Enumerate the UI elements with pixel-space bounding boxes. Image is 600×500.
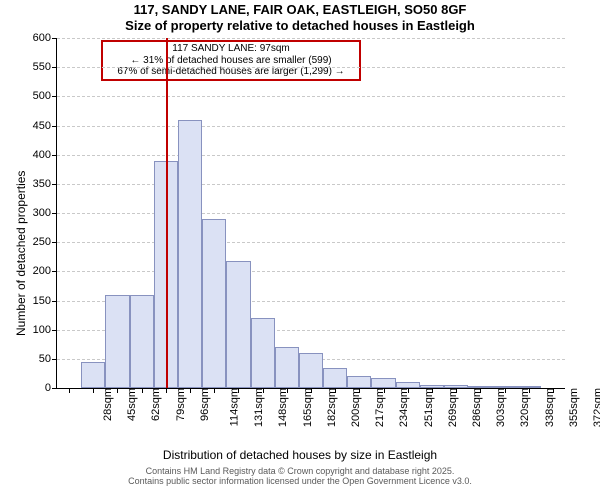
x-tick-mark	[117, 388, 118, 393]
gridline	[57, 271, 565, 272]
x-tick-mark	[311, 388, 312, 393]
x-tick-mark	[263, 388, 264, 393]
chart-area: Number of detached properties 117 SANDY …	[0, 38, 600, 396]
x-tick-label: 79sqm	[173, 388, 187, 421]
gridline	[57, 213, 565, 214]
x-axis-label: Distribution of detached houses by size …	[0, 448, 600, 462]
x-tick-label: 234sqm	[397, 388, 411, 427]
y-tick-label: 500	[33, 90, 57, 102]
y-axis-label: Number of detached properties	[14, 170, 28, 335]
histogram-bar	[226, 261, 250, 388]
gridline	[57, 242, 565, 243]
footer-line: Contains public sector information licen…	[0, 476, 600, 486]
title-line-1: 117, SANDY LANE, FAIR OAK, EASTLEIGH, SO…	[0, 2, 600, 18]
x-tick-mark	[166, 388, 167, 393]
y-tick-label: 450	[33, 120, 57, 132]
x-tick-label: 355sqm	[566, 388, 580, 427]
histogram-bar	[275, 347, 299, 388]
title-line-2: Size of property relative to detached ho…	[0, 18, 600, 34]
y-tick-label: 400	[33, 149, 57, 161]
x-tick-label: 320sqm	[517, 388, 531, 427]
x-tick-label: 62sqm	[149, 388, 163, 421]
y-tick-label: 600	[33, 32, 57, 44]
x-tick-label: 131sqm	[251, 388, 265, 427]
x-tick-mark	[359, 388, 360, 393]
histogram-bar	[105, 295, 129, 388]
x-tick-label: 28sqm	[100, 388, 114, 421]
footer-attribution: Contains HM Land Registry data © Crown c…	[0, 466, 600, 487]
histogram-bar	[323, 368, 347, 388]
histogram-bar	[299, 353, 323, 388]
x-tick-label: 217sqm	[372, 388, 386, 427]
x-tick-label: 148sqm	[276, 388, 290, 427]
x-tick-mark	[190, 388, 191, 393]
histogram-bar	[178, 120, 202, 388]
y-tick-label: 550	[33, 61, 57, 73]
x-tick-label: 286sqm	[469, 388, 483, 427]
x-tick-mark	[93, 388, 94, 393]
y-tick-label: 50	[39, 353, 57, 365]
x-tick-label: 45sqm	[124, 388, 138, 421]
y-tick-label: 350	[33, 178, 57, 190]
x-tick-mark	[335, 388, 336, 393]
x-tick-mark	[384, 388, 385, 393]
plot-area: 117 SANDY LANE: 97sqm← 31% of detached h…	[56, 38, 565, 389]
y-tick-label: 200	[33, 265, 57, 277]
x-tick-mark	[287, 388, 288, 393]
histogram-bar	[81, 362, 105, 388]
x-tick-mark	[480, 388, 481, 393]
x-tick-label: 96sqm	[197, 388, 211, 421]
x-tick-label: 269sqm	[445, 388, 459, 427]
histogram-bar	[251, 318, 275, 388]
x-tick-label: 114sqm	[226, 388, 240, 426]
x-tick-mark	[432, 388, 433, 393]
x-tick-label: 303sqm	[493, 388, 507, 427]
gridline	[57, 184, 565, 185]
gridline	[57, 126, 565, 127]
x-tick-label: 182sqm	[324, 388, 338, 427]
gridline	[57, 96, 565, 97]
gridline	[57, 67, 565, 68]
footer-line: Contains HM Land Registry data © Crown c…	[0, 466, 600, 476]
chart-title: 117, SANDY LANE, FAIR OAK, EASTLEIGH, SO…	[0, 0, 600, 38]
y-tick-label: 300	[33, 207, 57, 219]
x-tick-label: 251sqm	[421, 388, 435, 427]
y-tick-label: 100	[33, 324, 57, 336]
histogram-bar	[347, 376, 371, 388]
x-tick-label: 165sqm	[300, 388, 314, 427]
x-tick-label: 372sqm	[590, 388, 600, 427]
annotation-line: ← 31% of detached houses are smaller (59…	[107, 55, 355, 67]
x-tick-mark	[505, 388, 506, 393]
histogram-bar	[371, 378, 395, 389]
x-tick-mark	[214, 388, 215, 393]
x-tick-mark	[238, 388, 239, 393]
y-tick-label: 0	[45, 382, 57, 394]
x-tick-mark	[553, 388, 554, 393]
x-tick-mark	[529, 388, 530, 393]
histogram-bar	[202, 219, 226, 388]
gridline	[57, 155, 565, 156]
property-marker-line	[166, 38, 168, 388]
histogram-bar	[130, 295, 154, 388]
x-tick-mark	[142, 388, 143, 393]
x-tick-label: 338sqm	[542, 388, 556, 427]
x-tick-label: 200sqm	[348, 388, 362, 427]
gridline	[57, 38, 565, 39]
x-tick-mark	[408, 388, 409, 393]
annotation-box: 117 SANDY LANE: 97sqm← 31% of detached h…	[101, 40, 361, 81]
annotation-line: 117 SANDY LANE: 97sqm	[107, 43, 355, 55]
y-tick-label: 250	[33, 236, 57, 248]
x-tick-mark	[69, 388, 70, 393]
y-tick-label: 150	[33, 295, 57, 307]
x-tick-mark	[456, 388, 457, 393]
